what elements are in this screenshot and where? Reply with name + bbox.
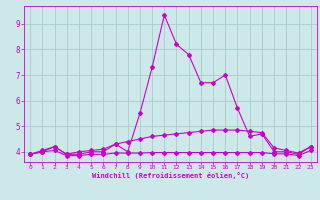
X-axis label: Windchill (Refroidissement éolien,°C): Windchill (Refroidissement éolien,°C): [92, 172, 249, 179]
